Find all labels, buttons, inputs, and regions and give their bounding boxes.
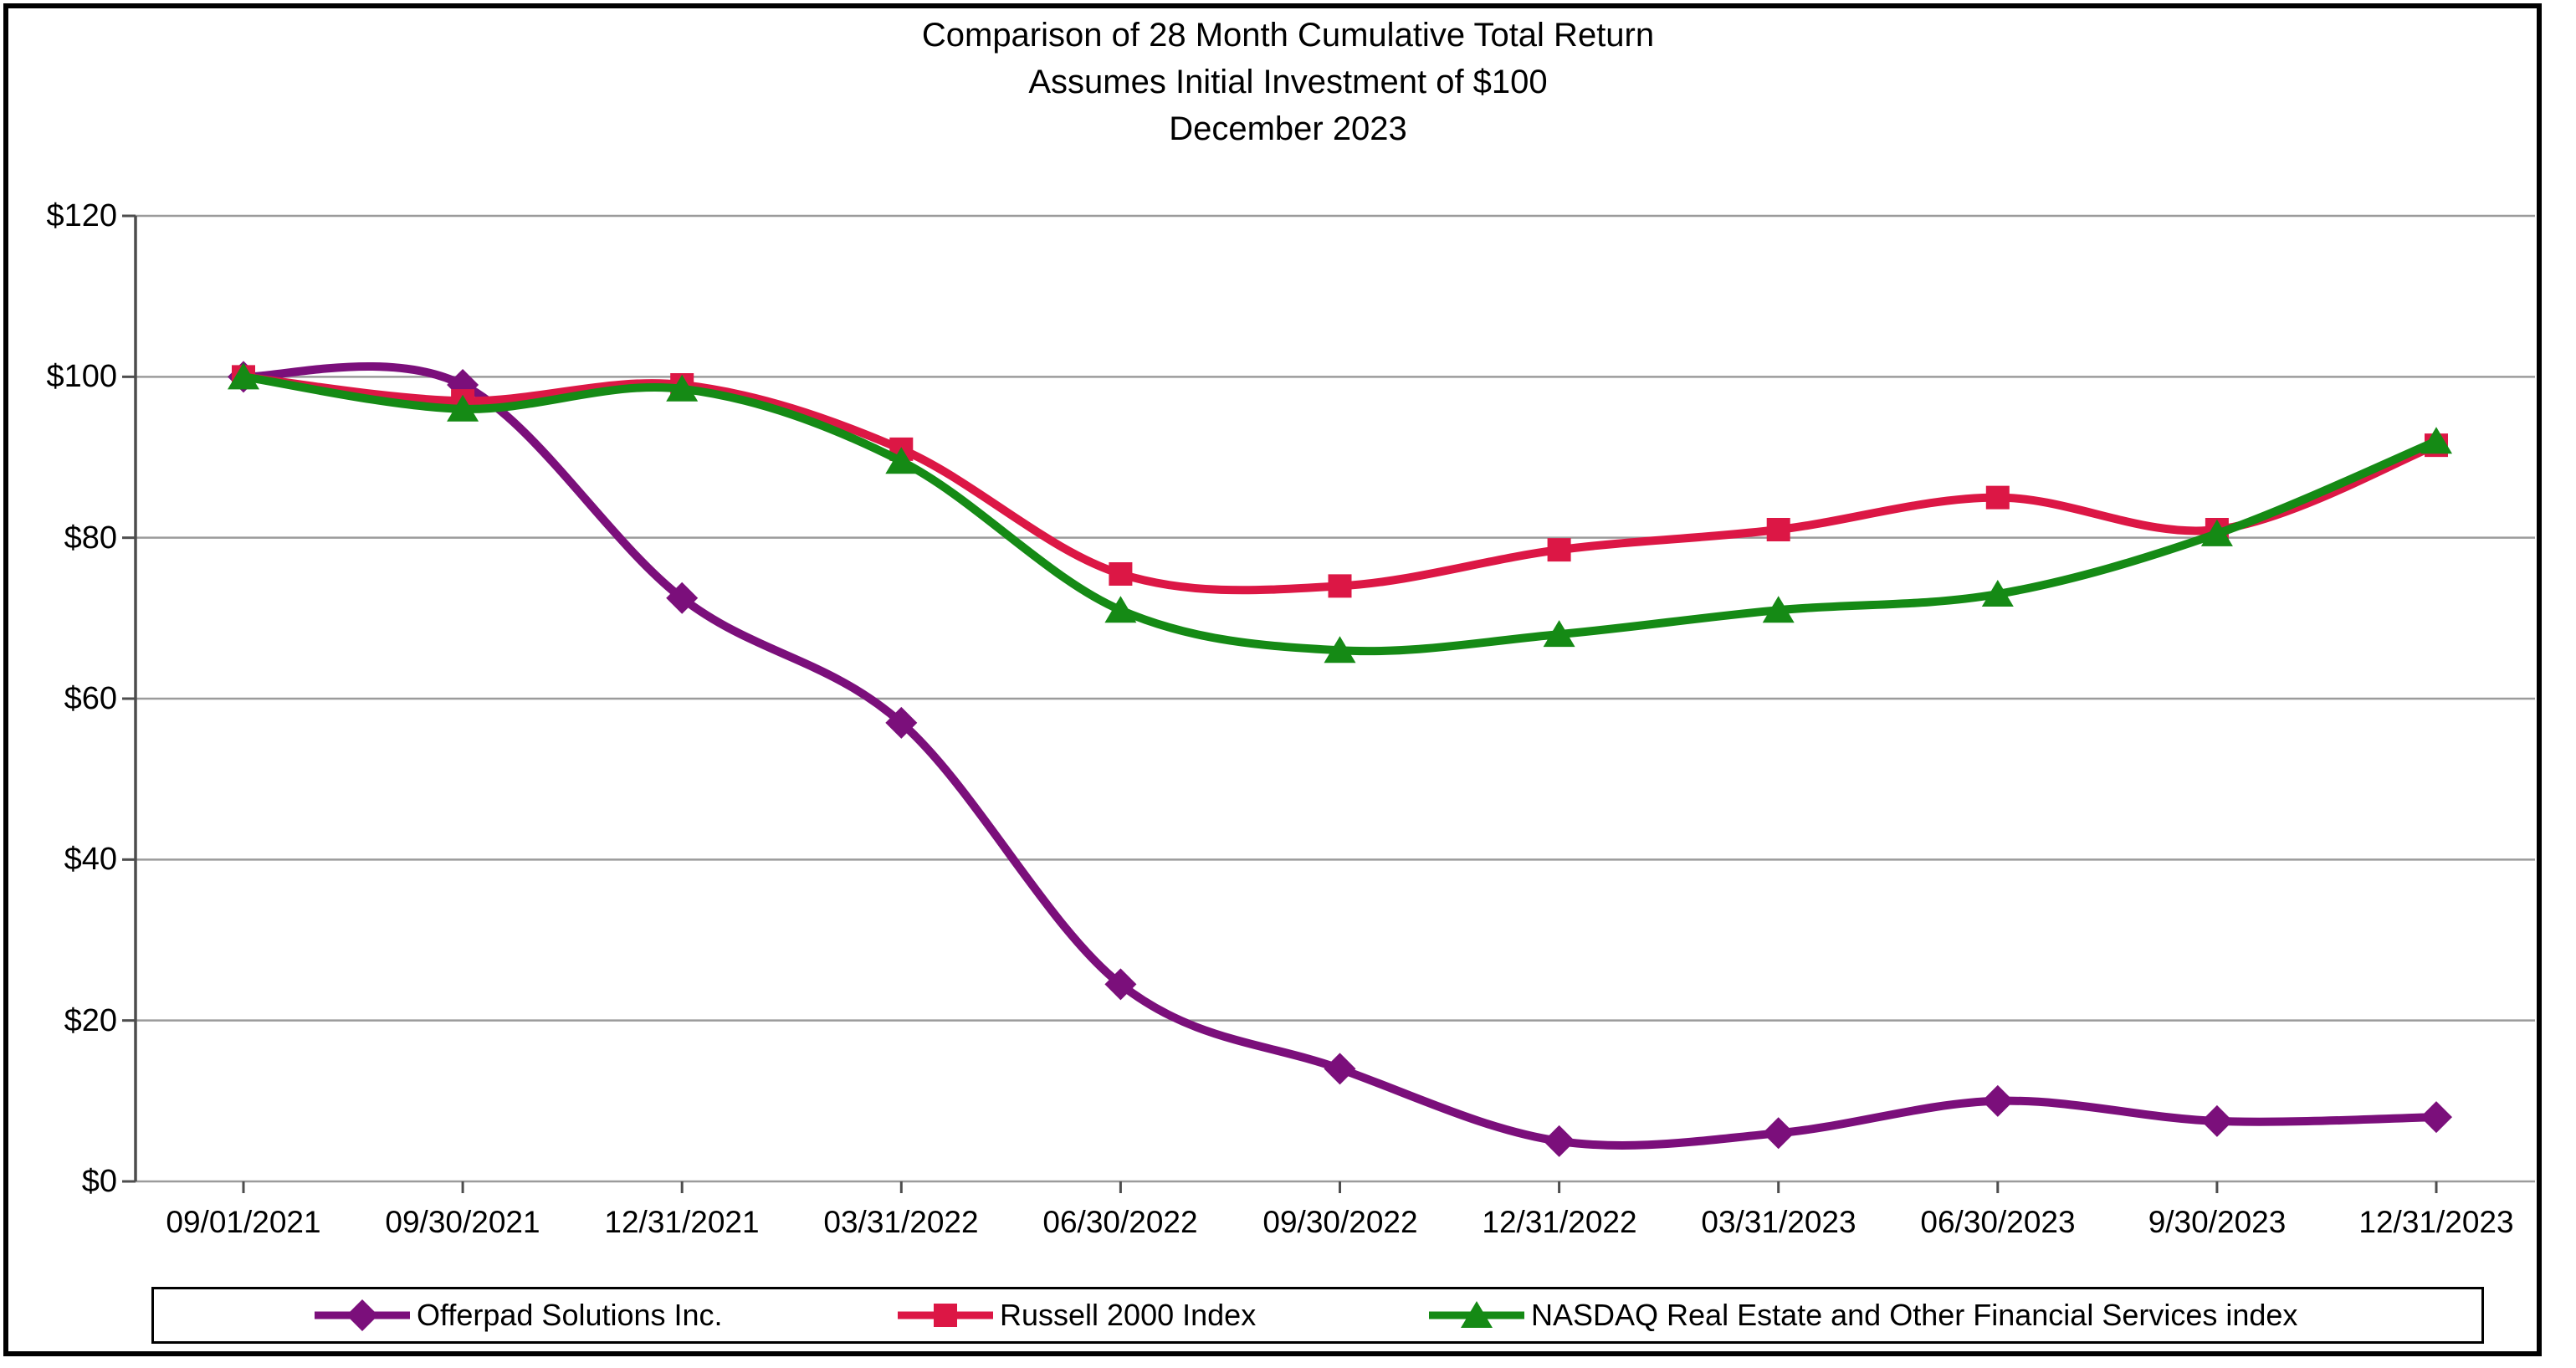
- y-axis-tick-label: $40: [64, 842, 117, 877]
- x-axis-tick-label: 12/31/2021: [604, 1205, 760, 1239]
- triangle-marker-icon: [1429, 1301, 1524, 1328]
- legend-item-label: Offerpad Solutions Inc.: [417, 1298, 723, 1332]
- x-axis-tick-label: 12/31/2023: [2358, 1205, 2514, 1239]
- y-axis-tick-label: $120: [46, 198, 117, 233]
- chart-title-line3: December 2023: [1169, 110, 1407, 147]
- gridlines: [122, 214, 2535, 1183]
- x-axis-tick-label: 09/30/2021: [385, 1205, 540, 1239]
- legend-item-russell-2000: Russell 2000 Index: [894, 1297, 1256, 1334]
- diamond-marker-icon: [315, 1299, 410, 1331]
- legend: Offerpad Solutions Inc. Russell 2000 Ind…: [151, 1287, 2484, 1344]
- triangle-data-marker: [1324, 636, 1356, 664]
- legend-marker-shape: [934, 1304, 957, 1327]
- diamond-data-marker: [2420, 1101, 2452, 1134]
- diamond-data-marker: [666, 582, 699, 614]
- series-diamond: [228, 361, 2452, 1157]
- square-data-marker: [1766, 518, 1790, 542]
- legend-marker-shape: [1461, 1301, 1493, 1328]
- triangle-data-marker: [666, 374, 699, 402]
- chart-title-line1: Comparison of 28 Month Cumulative Total …: [921, 17, 1655, 54]
- triangle-data-marker: [2200, 519, 2233, 546]
- x-axis-tick-label: 12/31/2022: [1482, 1205, 1637, 1239]
- square-data-marker: [1985, 485, 2010, 510]
- chart-title-line2: Assumes Initial Investment of $100: [1028, 64, 1548, 100]
- x-axis-tick-label: 03/31/2022: [823, 1205, 979, 1239]
- diamond-data-marker: [2200, 1104, 2233, 1137]
- triangle-data-marker: [228, 362, 259, 390]
- legend-item-label: NASDAQ Real Estate and Other Financial S…: [1531, 1298, 2298, 1332]
- chart-title: Comparison of 28 Month Cumulative Total …: [0, 12, 2576, 152]
- triangle-data-marker: [1543, 620, 1575, 648]
- diamond-data-marker: [1324, 1053, 1356, 1085]
- x-axis-tick-label: 06/30/2022: [1042, 1205, 1198, 1239]
- diamond-data-marker: [1981, 1084, 2014, 1117]
- legend-item-nasdaq-real-estate: NASDAQ Real Estate and Other Financial S…: [1426, 1297, 2297, 1334]
- diamond-data-marker: [1104, 968, 1137, 1001]
- diamond-data-marker: [885, 706, 918, 739]
- y-axis-tick-label: $0: [81, 1164, 117, 1199]
- square-data-marker: [1328, 574, 1352, 598]
- square-data-marker: [1547, 538, 1571, 562]
- x-axis-tick-label: 06/30/2023: [1920, 1205, 2076, 1239]
- series-triangle: [228, 362, 2452, 664]
- y-axis-tick-label: $80: [64, 520, 117, 556]
- triangle-data-marker: [1981, 579, 2014, 607]
- y-axis-tick-label: $60: [64, 681, 117, 716]
- legend-item-offerpad: Offerpad Solutions Inc.: [311, 1297, 723, 1334]
- triangle-data-marker: [1104, 596, 1137, 623]
- square-data-marker: [1109, 561, 1133, 586]
- x-axis-tick-label: 03/31/2023: [1701, 1205, 1856, 1239]
- diamond-data-marker: [1543, 1125, 1575, 1157]
- triangle-data-marker: [885, 447, 918, 474]
- triangle-data-marker: [447, 394, 479, 422]
- legend-item-label: Russell 2000 Index: [1000, 1298, 1257, 1332]
- x-axis-tick-label: 09/01/2021: [166, 1205, 321, 1239]
- y-axis-tick-label: $100: [46, 359, 117, 394]
- triangle-data-marker: [1762, 596, 1795, 623]
- x-axis-tick-label: 09/30/2022: [1262, 1205, 1418, 1239]
- y-axis-tick-label: $20: [64, 1003, 117, 1038]
- x-axis-tick-label: 9/30/2023: [2148, 1205, 2287, 1239]
- triangle-data-marker: [2420, 427, 2452, 454]
- series-line: [239, 362, 2440, 1150]
- square-marker-icon: [898, 1304, 993, 1327]
- diamond-data-marker: [1762, 1117, 1795, 1150]
- legend-marker-shape: [346, 1299, 378, 1331]
